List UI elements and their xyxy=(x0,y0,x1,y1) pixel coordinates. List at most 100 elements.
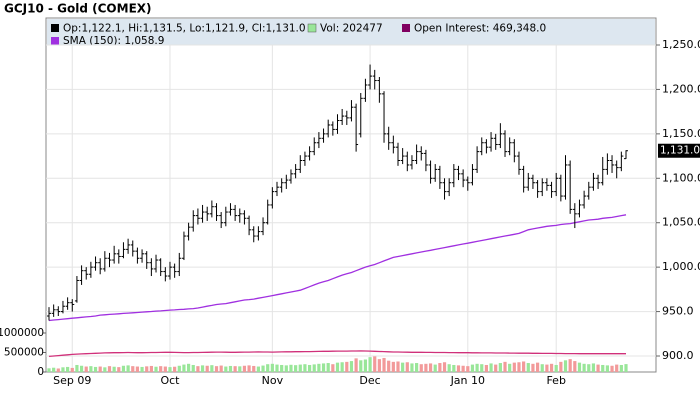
volume-bar xyxy=(480,364,484,372)
volume-tick-label: 500000 xyxy=(4,347,44,359)
ohlc-bar xyxy=(251,226,256,243)
volume-bar xyxy=(438,363,442,372)
ohlc-bar xyxy=(521,165,526,193)
volume-bar xyxy=(242,365,247,372)
volume-bar xyxy=(228,365,233,372)
volume-bar xyxy=(508,363,512,372)
volume-bar xyxy=(563,360,568,372)
ohlc-bar xyxy=(624,150,628,160)
ohlc-bar xyxy=(363,78,368,102)
ohlc-bar xyxy=(395,142,400,166)
volume-bar xyxy=(307,364,312,372)
volume-bar xyxy=(615,364,619,372)
last-price-label: 1,131.0 xyxy=(660,145,700,157)
ohlc-bar xyxy=(591,172,596,191)
ohlc-bar xyxy=(70,299,75,312)
volume-tick-label: 0 xyxy=(37,366,44,378)
ohlc-bar xyxy=(503,130,508,157)
ohlc-bar xyxy=(60,300,65,314)
legend-swatch xyxy=(51,24,59,32)
volume-bar xyxy=(284,365,288,372)
volume-bar xyxy=(107,366,112,372)
volume-bar xyxy=(126,365,130,372)
volume-bar xyxy=(433,364,437,372)
plot-frame xyxy=(45,17,657,373)
volume-bar xyxy=(531,363,535,372)
volume-bar xyxy=(419,364,423,372)
ohlc-bar xyxy=(386,126,391,150)
ohlc-bar xyxy=(409,155,414,170)
ohlc-bar xyxy=(298,155,303,173)
volume-bar xyxy=(489,363,493,372)
volume-bar xyxy=(238,366,242,372)
ohlc-bar xyxy=(316,132,321,149)
ohlc-bar xyxy=(382,91,387,143)
volume-bar xyxy=(596,364,600,372)
ohlc-bar xyxy=(158,258,163,277)
ohlc-bar xyxy=(493,133,498,150)
volume-bar xyxy=(354,358,358,372)
ohlc-bar xyxy=(321,128,326,143)
volume-bar xyxy=(84,366,88,372)
volume-bar xyxy=(224,366,228,372)
volume-bar xyxy=(494,364,498,372)
volume-bar xyxy=(466,366,470,372)
volume-bar xyxy=(568,359,572,372)
ohlc-bar xyxy=(79,265,84,285)
volume-bar xyxy=(410,363,414,372)
volume-bar xyxy=(219,365,223,372)
volume-tick-label: 1000000 xyxy=(0,327,44,339)
ohlc-bar xyxy=(344,110,349,125)
ohlc-bar xyxy=(279,178,284,193)
ohlc-bar xyxy=(223,206,228,227)
volume-bar xyxy=(401,362,405,372)
ohlc-bar xyxy=(354,103,359,152)
volume-bar xyxy=(559,361,563,372)
ohlc-bar xyxy=(475,146,480,173)
ohlc-bar xyxy=(247,215,252,236)
volume-bar xyxy=(173,366,177,372)
volume-bar xyxy=(182,364,186,372)
ohlc-bar xyxy=(205,206,210,221)
volume-bar xyxy=(177,365,181,372)
ohlc-bar xyxy=(186,222,191,241)
ohlc-bar xyxy=(154,254,159,273)
ohlc-bar xyxy=(275,181,280,197)
volume-bar xyxy=(587,364,591,372)
volume-bar xyxy=(89,366,93,372)
ohlc-bar xyxy=(414,144,419,165)
volume-bar xyxy=(456,365,461,372)
legend-entry: Vol: 202477 xyxy=(320,23,383,35)
ohlc-bar xyxy=(507,137,512,156)
ohlc-bar xyxy=(563,155,568,200)
sma-line xyxy=(48,214,627,322)
volume-bar xyxy=(331,364,335,372)
legend-entry: Open Interest: 469,348.0 xyxy=(414,23,546,35)
ohlc-bar xyxy=(572,203,577,229)
volume-bar xyxy=(512,362,516,372)
ohlc-bar xyxy=(181,231,186,261)
legend-swatch xyxy=(402,24,410,32)
ohlc-bar xyxy=(195,208,200,225)
ohlc-bar xyxy=(489,132,494,152)
ohlc-bar xyxy=(330,121,335,136)
ohlc-bar xyxy=(270,187,275,209)
ohlc-bar xyxy=(377,76,382,103)
volume-bar xyxy=(540,364,544,372)
volume-bar xyxy=(624,364,628,372)
volume-bar xyxy=(461,365,465,372)
ohlc-bar xyxy=(437,165,442,189)
volume-bar xyxy=(382,357,386,372)
y-tick-label: 900.0 xyxy=(662,349,694,362)
volume-bar xyxy=(484,364,489,372)
y-tick-label: 950.0 xyxy=(662,305,694,318)
volume-bar xyxy=(52,367,56,372)
ohlc-bar xyxy=(456,165,461,181)
volume-bar xyxy=(373,356,377,372)
ohlc-bar xyxy=(242,210,247,225)
volume-bar xyxy=(303,364,307,372)
volume-bar xyxy=(452,364,456,372)
ohlc-bar xyxy=(586,181,591,200)
volume-bar xyxy=(396,361,400,372)
ohlc-bar xyxy=(200,204,205,223)
